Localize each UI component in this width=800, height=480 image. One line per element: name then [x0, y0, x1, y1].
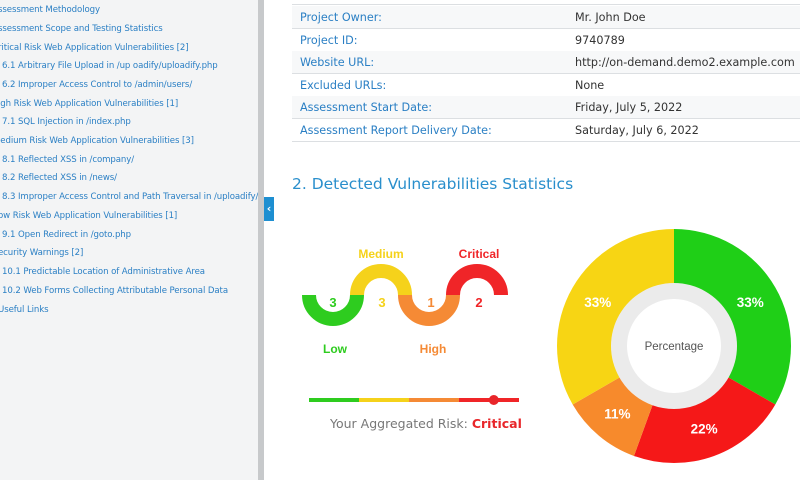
sidebar-toc: ssessment Methodology ssessment Scope an…: [0, 0, 258, 480]
sidebar-item[interactable]: 8.2 Reflected XSS in /news/: [2, 173, 117, 183]
table-row: Assessment Start Date: Friday, July 5, 2…: [292, 96, 800, 119]
donut-center: [627, 299, 721, 393]
row-value: http://on-demand.demo2.example.com: [575, 56, 795, 69]
row-label: Excluded URLs:: [300, 79, 387, 92]
section-heading: 2. Detected Vulnerabilities Statistics: [292, 175, 574, 193]
donut-slice-low: [674, 229, 791, 405]
sidebar-item[interactable]: 8.1 Reflected XSS in /company/: [2, 155, 135, 165]
sidebar-item[interactable]: ecurity Warnings [2]: [0, 248, 84, 258]
donut-center-label: Percentage: [645, 341, 704, 353]
table-row: Website URL: http://on-demand.demo2.exam…: [292, 51, 800, 74]
row-label: Assessment Report Delivery Date:: [300, 124, 492, 137]
chevron-left-icon: ‹: [266, 202, 272, 215]
table-row: Project Owner: Mr. John Doe: [292, 6, 800, 29]
sidebar-item[interactable]: ssessment Scope and Testing Statistics: [0, 24, 163, 34]
sidebar-item[interactable]: 10.2 Web Forms Collecting Attributable P…: [2, 286, 228, 296]
row-label: Assessment Start Date:: [300, 101, 433, 114]
row-label: Project ID:: [300, 34, 358, 47]
risk-arc-high: [398, 294, 460, 326]
row-value: Mr. John Doe: [575, 11, 646, 24]
aggregated-risk-text: Your Aggregated Risk: Critical: [330, 416, 522, 431]
sidebar-item[interactable]: ledium Risk Web Application Vulnerabilit…: [0, 136, 194, 146]
donut-label-critical: 22%: [691, 422, 718, 437]
table-row: Excluded URLs: None: [292, 74, 800, 97]
sidebar-item[interactable]: 6.2 Improper Access Control to /admin/us…: [2, 80, 193, 90]
donut-label-high: 11%: [604, 406, 630, 421]
sidebar-item[interactable]: 7.1 SQL Injection in /index.php: [2, 117, 131, 127]
risk-bar-low: [309, 398, 359, 402]
sidebar-item[interactable]: 9.1 Open Redirect in /goto.php: [2, 230, 131, 240]
aggregated-risk-label: Your Aggregated Risk:: [330, 416, 468, 431]
sidebar-item[interactable]: 6.1 Arbitrary File Upload in /up oadify/…: [2, 61, 218, 71]
donut-slice-medium: [557, 229, 674, 405]
sidebar-item[interactable]: ritical Risk Web Application Vulnerabili…: [0, 43, 189, 53]
risk-bar-medium: [359, 398, 409, 402]
sidebar-item[interactable]: 8.3 Improper Access Control and Path Tra…: [2, 192, 258, 202]
risk-label-low: Low: [323, 342, 348, 356]
donut-slices: [557, 229, 791, 463]
risk-arc-low: [302, 294, 364, 326]
donut-slice-critical: [633, 377, 776, 463]
aggregated-risk-value: Critical: [471, 416, 522, 431]
donut-label-low: 33%: [737, 295, 764, 310]
risk-count-critical: 2: [475, 295, 482, 310]
row-value: Saturday, July 6, 2022: [575, 124, 699, 137]
table-row: Assessment Report Delivery Date: Saturda…: [292, 119, 800, 142]
risk-arc-critical: [446, 264, 508, 296]
risk-label-critical: Critical: [459, 247, 500, 261]
risk-label-medium: Medium: [358, 247, 403, 261]
risk-count-high: 1: [427, 295, 434, 310]
row-label: Project Owner:: [300, 11, 382, 24]
risk-count-low: 3: [329, 295, 336, 310]
table-top-border: [292, 0, 800, 5]
row-value: 9740789: [575, 34, 625, 47]
sidebar-item[interactable]: 10.1 Predictable Location of Administrat…: [2, 267, 205, 277]
sidebar-item[interactable]: igh Risk Web Application Vulnerabilities…: [0, 99, 179, 109]
risk-bar-high: [409, 398, 459, 402]
risk-label-high: High: [420, 342, 447, 356]
donut-slice-high: [572, 377, 653, 456]
row-value: None: [575, 79, 605, 92]
risk-wave-chart: Low 3 Medium 3 High 1 Critical 2: [302, 247, 519, 405]
sidebar-item[interactable]: ssessment Methodology: [0, 5, 100, 15]
table-row: Project ID: 9740789: [292, 29, 800, 52]
risk-slider-knob: [488, 395, 499, 405]
sidebar-resize-handle[interactable]: [258, 0, 264, 480]
sidebar-item[interactable]: Useful Links: [0, 305, 49, 315]
risk-arc-medium: [350, 264, 412, 296]
donut-label-medium: 33%: [584, 295, 611, 310]
sidebar-item[interactable]: ow Risk Web Application Vulnerabilities …: [0, 211, 178, 221]
row-value: Friday, July 5, 2022: [575, 101, 683, 114]
donut-labels: 33% 22% 11% 33%: [584, 295, 763, 437]
sidebar-collapse-button[interactable]: ‹: [264, 197, 274, 221]
row-label: Website URL:: [300, 56, 375, 69]
percentage-donut-chart: Percentage 33% 22% 11% 33%: [557, 229, 791, 463]
risk-count-medium: 3: [378, 295, 385, 310]
